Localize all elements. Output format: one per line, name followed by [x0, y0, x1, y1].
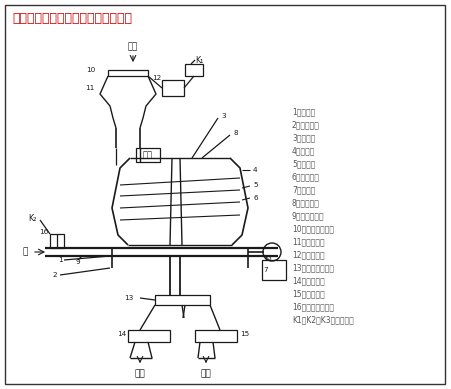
- Text: 2：防护罩；: 2：防护罩；: [292, 121, 320, 130]
- Text: 14: 14: [117, 331, 126, 337]
- Bar: [136, 148, 160, 162]
- Text: 5: 5: [253, 182, 258, 188]
- Text: 10：给矿分配器；: 10：给矿分配器；: [292, 224, 334, 233]
- Text: 尾矿: 尾矿: [135, 370, 145, 378]
- Text: 4: 4: [253, 167, 258, 173]
- Text: 昆明矿机系列离心选矿机结构示意图: 昆明矿机系列离心选矿机结构示意图: [12, 12, 132, 25]
- Bar: [262, 260, 286, 280]
- Text: 给矿: 给矿: [128, 42, 138, 51]
- Text: 11：给矿槽；: 11：给矿槽；: [292, 238, 325, 247]
- Text: 15：精矿槽；: 15：精矿槽；: [292, 289, 325, 298]
- Text: 2: 2: [52, 272, 57, 278]
- Text: 精矿: 精矿: [201, 370, 212, 378]
- Bar: [155, 295, 210, 305]
- Text: 12: 12: [152, 75, 161, 81]
- Text: 3：压盖；: 3：压盖；: [292, 133, 315, 142]
- Text: 16: 16: [39, 229, 48, 235]
- Bar: [128, 330, 170, 342]
- Text: 7: 7: [264, 267, 268, 273]
- Bar: [195, 330, 237, 342]
- Text: 4：主轴；: 4：主轴；: [292, 147, 315, 156]
- Text: 1: 1: [58, 257, 63, 263]
- Text: 11: 11: [85, 85, 94, 91]
- Bar: [162, 80, 184, 96]
- Text: 14：尾矿槽；: 14：尾矿槽；: [292, 277, 325, 286]
- Text: 8: 8: [233, 130, 238, 136]
- Text: 6：皮带轮；: 6：皮带轮；: [292, 172, 320, 182]
- Bar: [108, 70, 148, 76]
- Text: 9：冲洗水嘴；: 9：冲洗水嘴；: [292, 212, 325, 221]
- Text: 1：转鼓；: 1：转鼓；: [292, 107, 315, 116]
- Text: 5：轴承；: 5：轴承；: [292, 159, 315, 168]
- Text: 6: 6: [253, 195, 258, 201]
- Text: 15: 15: [240, 331, 249, 337]
- Text: 13：排矿分配器；: 13：排矿分配器；: [292, 263, 334, 273]
- Text: 7：电机；: 7：电机；: [292, 186, 315, 194]
- Text: 16：高压水阀门；: 16：高压水阀门；: [292, 303, 334, 312]
- Text: K₁: K₁: [195, 56, 203, 65]
- Text: K₃: K₃: [264, 255, 272, 261]
- Text: 12：回接槽；: 12：回接槽；: [292, 251, 325, 259]
- Text: K1，K2，K3：控制机构: K1，K2，K3：控制机构: [292, 315, 354, 324]
- Text: 10: 10: [86, 67, 95, 73]
- Bar: [185, 64, 203, 76]
- Text: 回浆: 回浆: [143, 151, 153, 159]
- Text: 3: 3: [221, 113, 226, 119]
- Text: 水: 水: [23, 247, 28, 256]
- Text: 8：给矿嘴；: 8：给矿嘴；: [292, 198, 320, 207]
- Bar: [50, 234, 64, 248]
- Text: K₂: K₂: [28, 214, 37, 223]
- Text: 9: 9: [75, 259, 80, 265]
- Text: 13: 13: [124, 295, 133, 301]
